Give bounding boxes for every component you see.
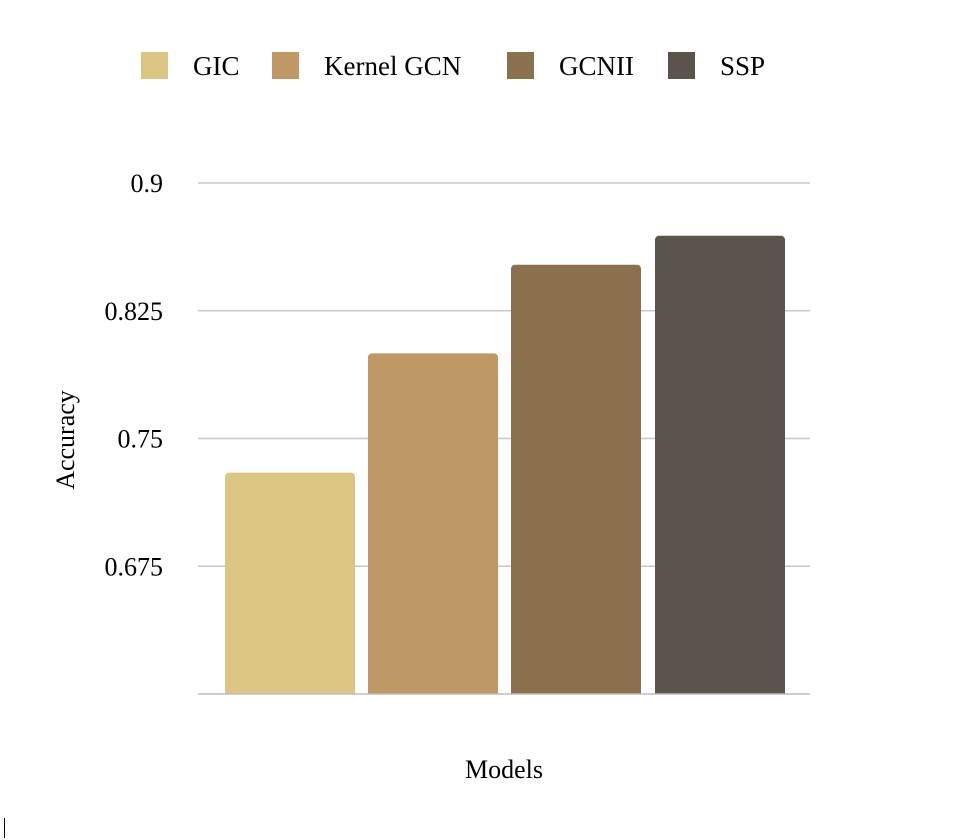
legend-label: GIC	[193, 51, 240, 81]
legend-swatch	[507, 52, 534, 79]
legend: GIC Kernel GCN GCNII SSP	[141, 51, 765, 81]
legend-swatch	[668, 52, 695, 79]
text-cursor-mark	[4, 818, 5, 838]
bar-kernel-gcn	[368, 353, 498, 694]
bar-gcnii	[511, 264, 641, 694]
x-axis-label: Models	[465, 755, 543, 784]
bars	[225, 235, 785, 694]
y-axis-ticks: 0.675 0.75 0.825 0.9	[105, 169, 164, 581]
y-tick-label: 0.825	[105, 297, 164, 326]
bar-base-fill	[655, 688, 785, 694]
legend-label: Kernel GCN	[324, 51, 461, 81]
bar-ssp	[655, 235, 785, 694]
y-tick-label: 0.9	[131, 169, 164, 198]
legend-label: SSP	[720, 51, 765, 81]
legend-label: GCNII	[559, 51, 634, 81]
legend-swatch	[141, 52, 168, 79]
legend-swatch	[272, 52, 299, 79]
y-axis-label: Accuracy	[51, 390, 80, 490]
y-tick-label: 0.675	[105, 552, 164, 581]
bar-base-fill	[225, 688, 355, 694]
y-tick-label: 0.75	[118, 425, 164, 454]
bar-gic	[225, 472, 355, 694]
bar-base-fill	[368, 688, 498, 694]
bar-base-fill	[511, 688, 641, 694]
